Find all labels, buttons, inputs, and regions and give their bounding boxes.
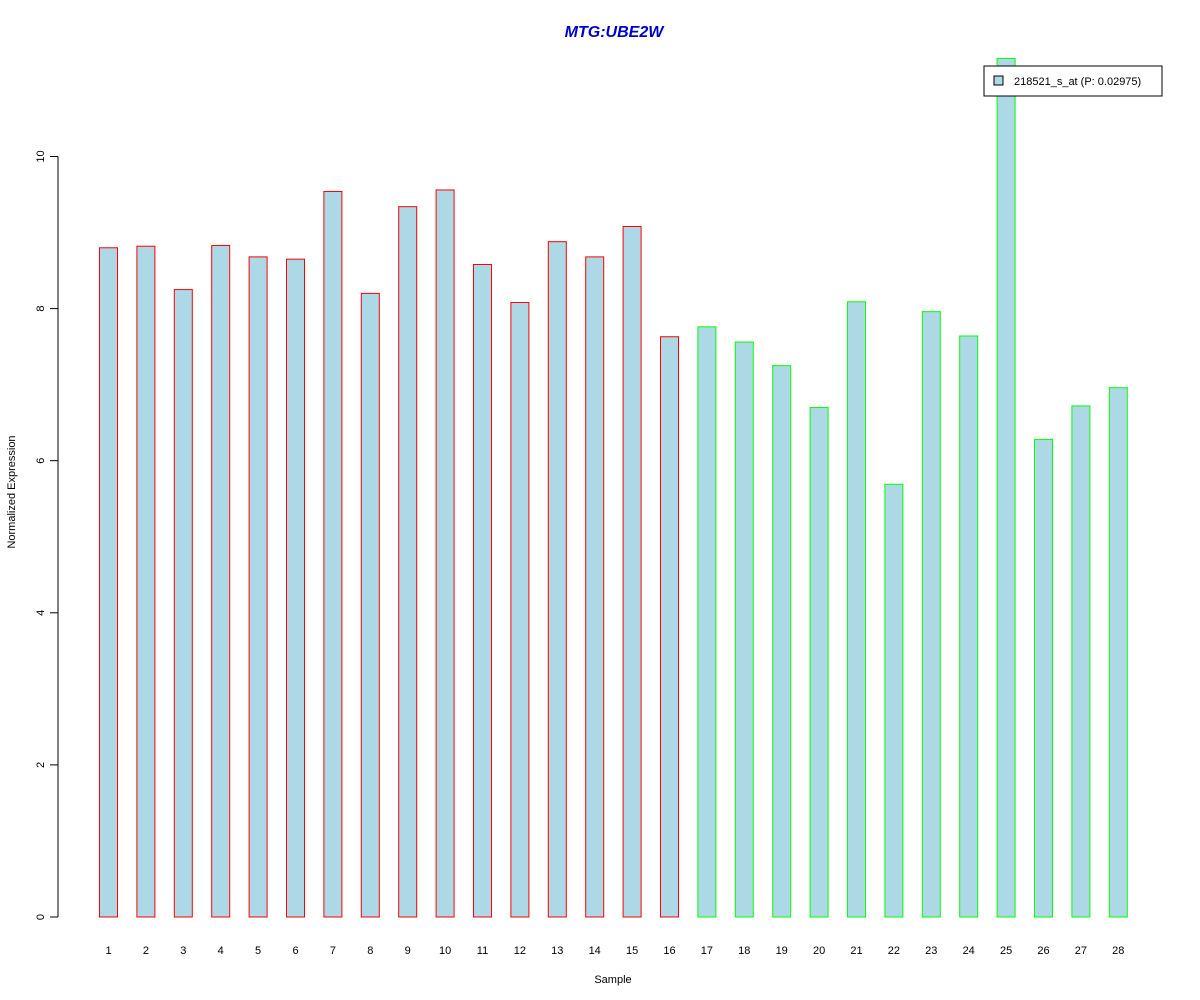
x-tick-label: 26 bbox=[1037, 945, 1049, 957]
legend-box bbox=[983, 65, 1163, 97]
x-tick-label: 11 bbox=[477, 945, 488, 957]
y-tick-label: 4 bbox=[35, 610, 47, 616]
bar-sample-13 bbox=[547, 241, 567, 918]
x-tick-label: 19 bbox=[776, 945, 788, 957]
legend-label: 218521_s_at (P: 0.02975) bbox=[1014, 76, 1141, 88]
bar-sample-15 bbox=[622, 225, 642, 918]
bar-sample-5 bbox=[248, 256, 268, 918]
bar-sample-9 bbox=[398, 206, 418, 918]
x-tick-label: 6 bbox=[292, 945, 298, 957]
x-tick-label: 24 bbox=[963, 945, 975, 957]
x-tick-label: 2 bbox=[143, 945, 149, 957]
x-tick-label: 12 bbox=[514, 945, 526, 957]
bar-sample-7 bbox=[323, 190, 343, 918]
x-tick-label: 28 bbox=[1112, 945, 1124, 957]
x-tick-label: 20 bbox=[813, 945, 825, 957]
x-tick-label: 22 bbox=[888, 945, 900, 957]
y-tick-label: 10 bbox=[35, 150, 47, 162]
x-tick-label: 15 bbox=[626, 945, 638, 957]
legend: 218521_s_at (P: 0.02975) bbox=[983, 65, 1163, 97]
x-tick-label: 1 bbox=[105, 945, 111, 957]
x-tick-label: 7 bbox=[330, 945, 336, 957]
bar-sample-8 bbox=[360, 292, 380, 918]
x-tick-label: 18 bbox=[738, 945, 750, 957]
x-tick-label: 16 bbox=[663, 945, 675, 957]
x-tick-label: 25 bbox=[1000, 945, 1012, 957]
y-tick-label: 2 bbox=[35, 762, 47, 768]
bars-group bbox=[99, 57, 1128, 918]
bar-sample-28 bbox=[1108, 387, 1128, 918]
bar-sample-17 bbox=[697, 326, 717, 918]
y-axis-label: Normalized Expression bbox=[6, 435, 18, 548]
x-tick-label: 10 bbox=[439, 945, 451, 957]
y-axis: 0 2 4 6 8 10 bbox=[35, 150, 59, 920]
x-tick-label: 17 bbox=[701, 945, 713, 957]
x-tick-label: 8 bbox=[367, 945, 373, 957]
bar-sample-3 bbox=[173, 289, 193, 918]
x-tick-labels: 1 2 3 4 5 6 7 8 9 10 11 12 13 14 15 16 17 18 19 20 21 22 23 24 2… bbox=[105, 945, 1124, 957]
bar-sample-22 bbox=[884, 483, 904, 918]
bar-sample-11 bbox=[473, 263, 492, 918]
bar-sample-21 bbox=[847, 301, 866, 918]
x-tick-label: 21 bbox=[850, 945, 862, 957]
y-tick-label: 0 bbox=[35, 914, 47, 920]
x-tick-label: 3 bbox=[180, 945, 186, 957]
x-tick-label: 14 bbox=[589, 945, 601, 957]
x-tick-label: 9 bbox=[405, 945, 411, 957]
chart-title: MTG:UBE2W bbox=[565, 24, 666, 41]
bar-sample-26 bbox=[1034, 438, 1053, 918]
bar-sample-14 bbox=[585, 256, 605, 918]
bar-sample-4 bbox=[211, 244, 231, 918]
x-tick-label: 5 bbox=[255, 945, 261, 957]
legend-swatch bbox=[993, 75, 1004, 86]
x-tick-label: 23 bbox=[925, 945, 937, 957]
y-tick-label: 8 bbox=[35, 306, 47, 312]
bar-sample-16 bbox=[660, 336, 679, 918]
bar-sample-19 bbox=[772, 365, 792, 918]
bar-sample-12 bbox=[510, 302, 530, 918]
bar-sample-18 bbox=[734, 341, 754, 918]
bar-sample-25 bbox=[996, 57, 1016, 918]
x-tick-label: 13 bbox=[551, 945, 563, 957]
bar-sample-6 bbox=[286, 258, 305, 918]
bar-sample-23 bbox=[921, 311, 941, 918]
bar-sample-27 bbox=[1071, 405, 1091, 918]
x-axis-label: Sample bbox=[594, 974, 631, 986]
x-tick-label: 4 bbox=[218, 945, 224, 957]
bar-sample-1 bbox=[99, 247, 118, 918]
bar-sample-24 bbox=[959, 335, 979, 918]
x-tick-label: 27 bbox=[1075, 945, 1087, 957]
bar-sample-2 bbox=[136, 245, 156, 918]
y-tick-label: 6 bbox=[35, 458, 47, 464]
bar-sample-10 bbox=[435, 189, 455, 918]
bar-sample-20 bbox=[809, 406, 829, 918]
